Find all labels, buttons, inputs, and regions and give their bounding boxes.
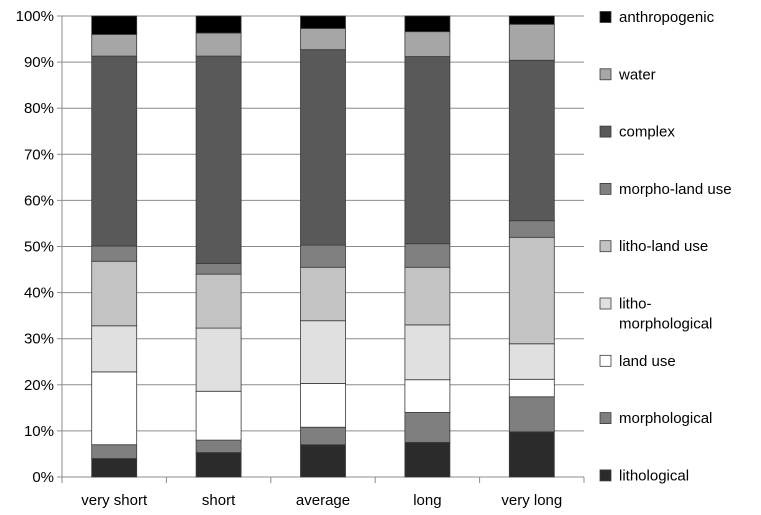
- bar-segment-lithological: [91, 458, 138, 478]
- x-tick-label: very short: [81, 492, 148, 509]
- legend-swatch: [599, 125, 612, 138]
- y-tick-label: 100%: [16, 8, 54, 25]
- bar-segment-morpho-land-use: [300, 244, 346, 268]
- legend-item-land-use: land use: [599, 353, 676, 370]
- bar-segment-litho-morphological: [508, 343, 555, 380]
- bar-segment-land-use: [300, 383, 346, 428]
- x-tick-label: very long: [501, 492, 562, 509]
- legend-swatch: [599, 354, 612, 367]
- bar-segment-morphological: [300, 426, 346, 446]
- legend-label: morpho-land use: [619, 181, 732, 198]
- legend-swatch: [599, 412, 612, 425]
- legend-item-litho-land-use: litho-land use: [599, 238, 708, 255]
- legend-swatch: [599, 469, 612, 482]
- bar-segment-land-use: [91, 371, 138, 446]
- y-tick-label: 0%: [32, 469, 54, 486]
- bar-segment-litho-land-use: [300, 266, 346, 322]
- legend-swatch: [599, 297, 612, 310]
- bar-segment-complex: [195, 55, 242, 264]
- x-tick-label: average: [296, 492, 350, 509]
- legend: anthropogenic water complex morpho-land use…: [599, 9, 732, 484]
- legend-label: litho-: [619, 296, 652, 313]
- bar-segment-lithological: [195, 452, 242, 478]
- legend-item-litho-morphological: litho-morphological: [599, 296, 712, 333]
- x-tick-label: long: [413, 492, 441, 509]
- bar-segment-complex: [91, 55, 138, 247]
- legend-label: morphological: [619, 316, 712, 333]
- y-tick-label: 70%: [24, 146, 54, 163]
- bar-segment-morphological: [404, 412, 451, 443]
- legend-item-water: water: [599, 66, 656, 83]
- bar-segment-water: [91, 34, 138, 57]
- legend-label: land use: [619, 353, 676, 370]
- bar-segment-complex: [508, 59, 555, 222]
- legend-swatch: [599, 240, 612, 253]
- bars: [91, 15, 555, 478]
- bar-segment-litho-land-use: [195, 273, 242, 329]
- bar-segment-litho-morphological: [404, 324, 451, 381]
- bar-segment-land-use: [195, 390, 242, 441]
- legend-item-complex: complex: [599, 124, 675, 141]
- legend-label: litho-land use: [619, 238, 708, 255]
- bar-segment-litho-morphological: [91, 325, 138, 373]
- bar-segment-morpho-land-use: [508, 220, 555, 238]
- bar-segment-litho-morphological: [300, 320, 346, 384]
- bar-segment-lithological: [300, 444, 346, 478]
- bar-segment-morpho-land-use: [404, 243, 451, 268]
- y-tick-label: 30%: [24, 331, 54, 348]
- legend-label: anthropogenic: [619, 9, 715, 26]
- bar-segment-lithological: [404, 442, 451, 478]
- bar-segment-anthropogenic: [195, 15, 242, 34]
- bar-segment-litho-land-use: [91, 260, 138, 327]
- legend-label: water: [618, 66, 656, 83]
- bar-segment-morphological: [195, 439, 242, 453]
- bar-segment-morpho-land-use: [195, 263, 242, 275]
- bar-segment-anthropogenic: [300, 15, 346, 29]
- bar-segment-complex: [404, 56, 451, 245]
- bar-segment-litho-land-use: [508, 236, 555, 345]
- y-tick-label: 90%: [24, 54, 54, 71]
- bar-segment-anthropogenic: [404, 15, 451, 33]
- y-axis: 0% 10% 20% 30% 40% 50% 60% 70% 80% 90% 100%: [16, 8, 62, 486]
- bar-segment-morphological: [508, 396, 555, 433]
- y-tick-label: 80%: [24, 100, 54, 117]
- bar-segment-anthropogenic: [91, 15, 138, 35]
- bar-segment-land-use: [404, 379, 451, 413]
- x-tick-label: short: [202, 492, 236, 509]
- bar-segment-lithological: [508, 431, 555, 478]
- bar-segment-litho-morphological: [195, 327, 242, 392]
- y-tick-label: 60%: [24, 192, 54, 209]
- legend-label: complex: [619, 124, 675, 141]
- bar-segment-litho-land-use: [404, 266, 451, 326]
- legend-item-morpho-land-use: morpho-land use: [599, 181, 732, 198]
- y-tick-label: 10%: [24, 423, 54, 440]
- legend-label: lithological: [619, 467, 689, 484]
- y-tick-label: 50%: [24, 239, 54, 256]
- y-tick-label: 40%: [24, 285, 54, 302]
- legend-item-anthropogenic: anthropogenic: [599, 9, 715, 26]
- x-axis: very short short average long very long: [61, 477, 585, 509]
- y-tick-label: 20%: [24, 377, 54, 394]
- bar-segment-complex: [300, 49, 346, 246]
- bar-segment-water: [300, 28, 346, 51]
- legend-item-lithological: lithological: [599, 467, 689, 484]
- legend-item-morphological: morphological: [599, 410, 712, 427]
- legend-label: morphological: [619, 410, 712, 427]
- bar-segment-water: [404, 31, 451, 57]
- bar-segment-water: [508, 23, 555, 61]
- bar-segment-morphological: [91, 444, 138, 459]
- legend-swatch: [599, 68, 612, 81]
- bar-segment-morpho-land-use: [91, 245, 138, 262]
- bar-segment-land-use: [508, 378, 555, 398]
- legend-swatch: [599, 11, 612, 23]
- legend-swatch: [599, 182, 612, 195]
- bar-segment-water: [195, 32, 242, 57]
- bar-segment-anthropogenic: [508, 15, 555, 25]
